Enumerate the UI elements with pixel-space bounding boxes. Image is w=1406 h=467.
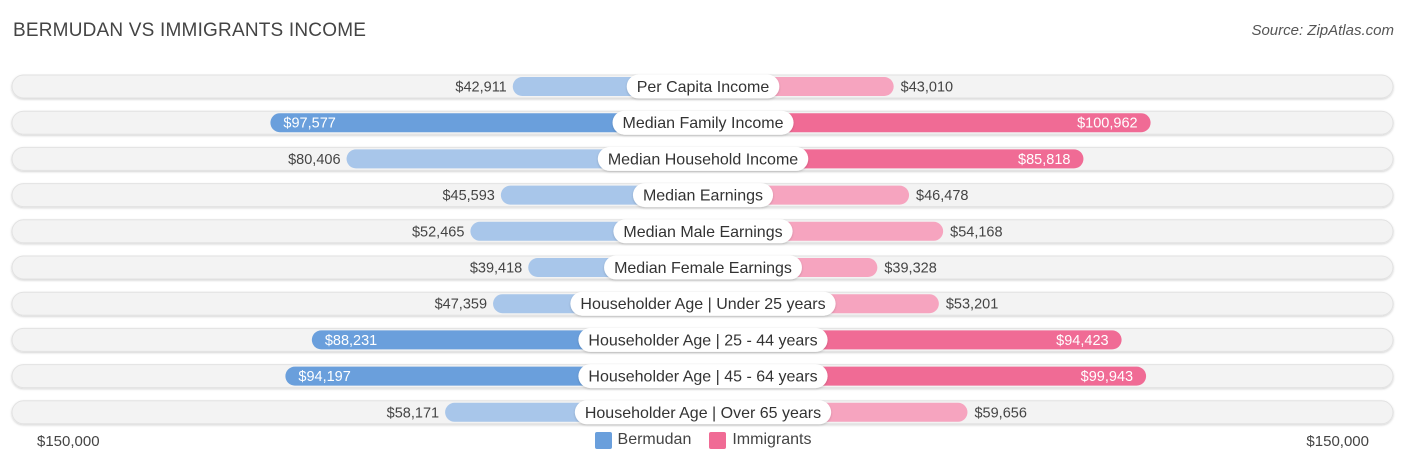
value-label-bermudan-per-capita-income: $42,911 <box>455 80 506 96</box>
category-pill-householder-age-under-25-years <box>570 291 836 316</box>
legend-swatch-bermudan <box>594 431 612 449</box>
source-label: Source: ZipAtlas.com <box>1251 22 1394 39</box>
category-pill-median-female-earnings <box>604 255 802 280</box>
value-label-immigrants-median-male-earnings: $54,168 <box>950 224 1002 240</box>
category-pill-median-family-income <box>612 110 794 135</box>
value-label-immigrants-householder-age-45-64-years: $99,943 <box>1081 369 1133 385</box>
bar-immigrants-median-family-income <box>703 113 1151 133</box>
value-label-bermudan-median-household-income: $80,406 <box>288 152 340 168</box>
category-label-per-capita-income: Per Capita Income <box>637 79 770 96</box>
category-pill-householder-age-over-65-years <box>574 400 832 425</box>
value-label-immigrants-median-household-income: $85,818 <box>1018 152 1070 168</box>
category-pill-householder-age-25-44-years <box>578 327 828 352</box>
value-label-bermudan-median-family-income: $97,577 <box>283 116 335 132</box>
value-label-bermudan-median-earnings: $45,593 <box>442 188 494 204</box>
bar-bermudan-median-family-income <box>270 113 703 133</box>
legend-label-immigrants: Immigrants <box>732 431 812 448</box>
category-label-householder-age-under-25-years: Householder Age | Under 25 years <box>580 296 825 313</box>
value-label-immigrants-householder-age-under-25-years: $53,201 <box>946 297 998 313</box>
category-label-median-male-earnings: Median Male Earnings <box>623 224 782 241</box>
category-label-median-household-income: Median Household Income <box>608 151 798 168</box>
value-label-bermudan-householder-age-over-65-years: $58,171 <box>387 405 439 421</box>
axis-left-label: $150,000 <box>37 433 100 450</box>
value-label-immigrants-householder-age-25-44-years: $94,423 <box>1056 333 1108 349</box>
legend-item-immigrants[interactable]: Immigrants <box>709 431 811 449</box>
value-label-bermudan-median-male-earnings: $52,465 <box>412 224 464 240</box>
value-label-bermudan-householder-age-under-25-years: $47,359 <box>435 297 487 313</box>
value-label-bermudan-householder-age-45-64-years: $94,197 <box>298 369 350 385</box>
value-label-immigrants-householder-age-over-65-years: $59,656 <box>974 405 1026 421</box>
value-label-immigrants-median-female-earnings: $39,328 <box>884 261 936 277</box>
legend-label-bermudan: Bermudan <box>617 431 692 448</box>
legend-swatch-immigrants <box>709 431 727 449</box>
category-label-median-family-income: Median Family Income <box>623 115 784 132</box>
category-label-median-earnings: Median Earnings <box>643 188 763 205</box>
category-pill-householder-age-45-64-years <box>578 364 828 389</box>
category-pill-median-male-earnings <box>613 219 793 244</box>
legend: Bermudan Immigrants <box>0 431 1406 449</box>
axis-right-label: $150,000 <box>1306 433 1369 450</box>
category-label-householder-age-45-64-years: Householder Age | 45 - 64 years <box>588 369 817 386</box>
category-pill-median-earnings <box>632 183 774 208</box>
category-pill-median-household-income <box>597 146 809 171</box>
category-label-median-female-earnings: Median Female Earnings <box>614 260 792 277</box>
value-label-bermudan-median-female-earnings: $39,418 <box>470 261 522 277</box>
category-pill-per-capita-income <box>626 74 780 99</box>
legend-item-bermudan[interactable]: Bermudan <box>594 431 692 449</box>
value-label-bermudan-householder-age-25-44-years: $88,231 <box>325 333 377 349</box>
chart-title: BERMUDAN VS IMMIGRANTS INCOME <box>13 20 367 41</box>
category-label-householder-age-over-65-years: Householder Age | Over 65 years <box>585 405 821 422</box>
value-label-immigrants-median-earnings: $46,478 <box>916 188 968 204</box>
category-label-householder-age-25-44-years: Householder Age | 25 - 44 years <box>588 332 817 349</box>
value-label-immigrants-per-capita-income: $43,010 <box>901 80 953 96</box>
value-label-immigrants-median-family-income: $100,962 <box>1077 116 1137 132</box>
